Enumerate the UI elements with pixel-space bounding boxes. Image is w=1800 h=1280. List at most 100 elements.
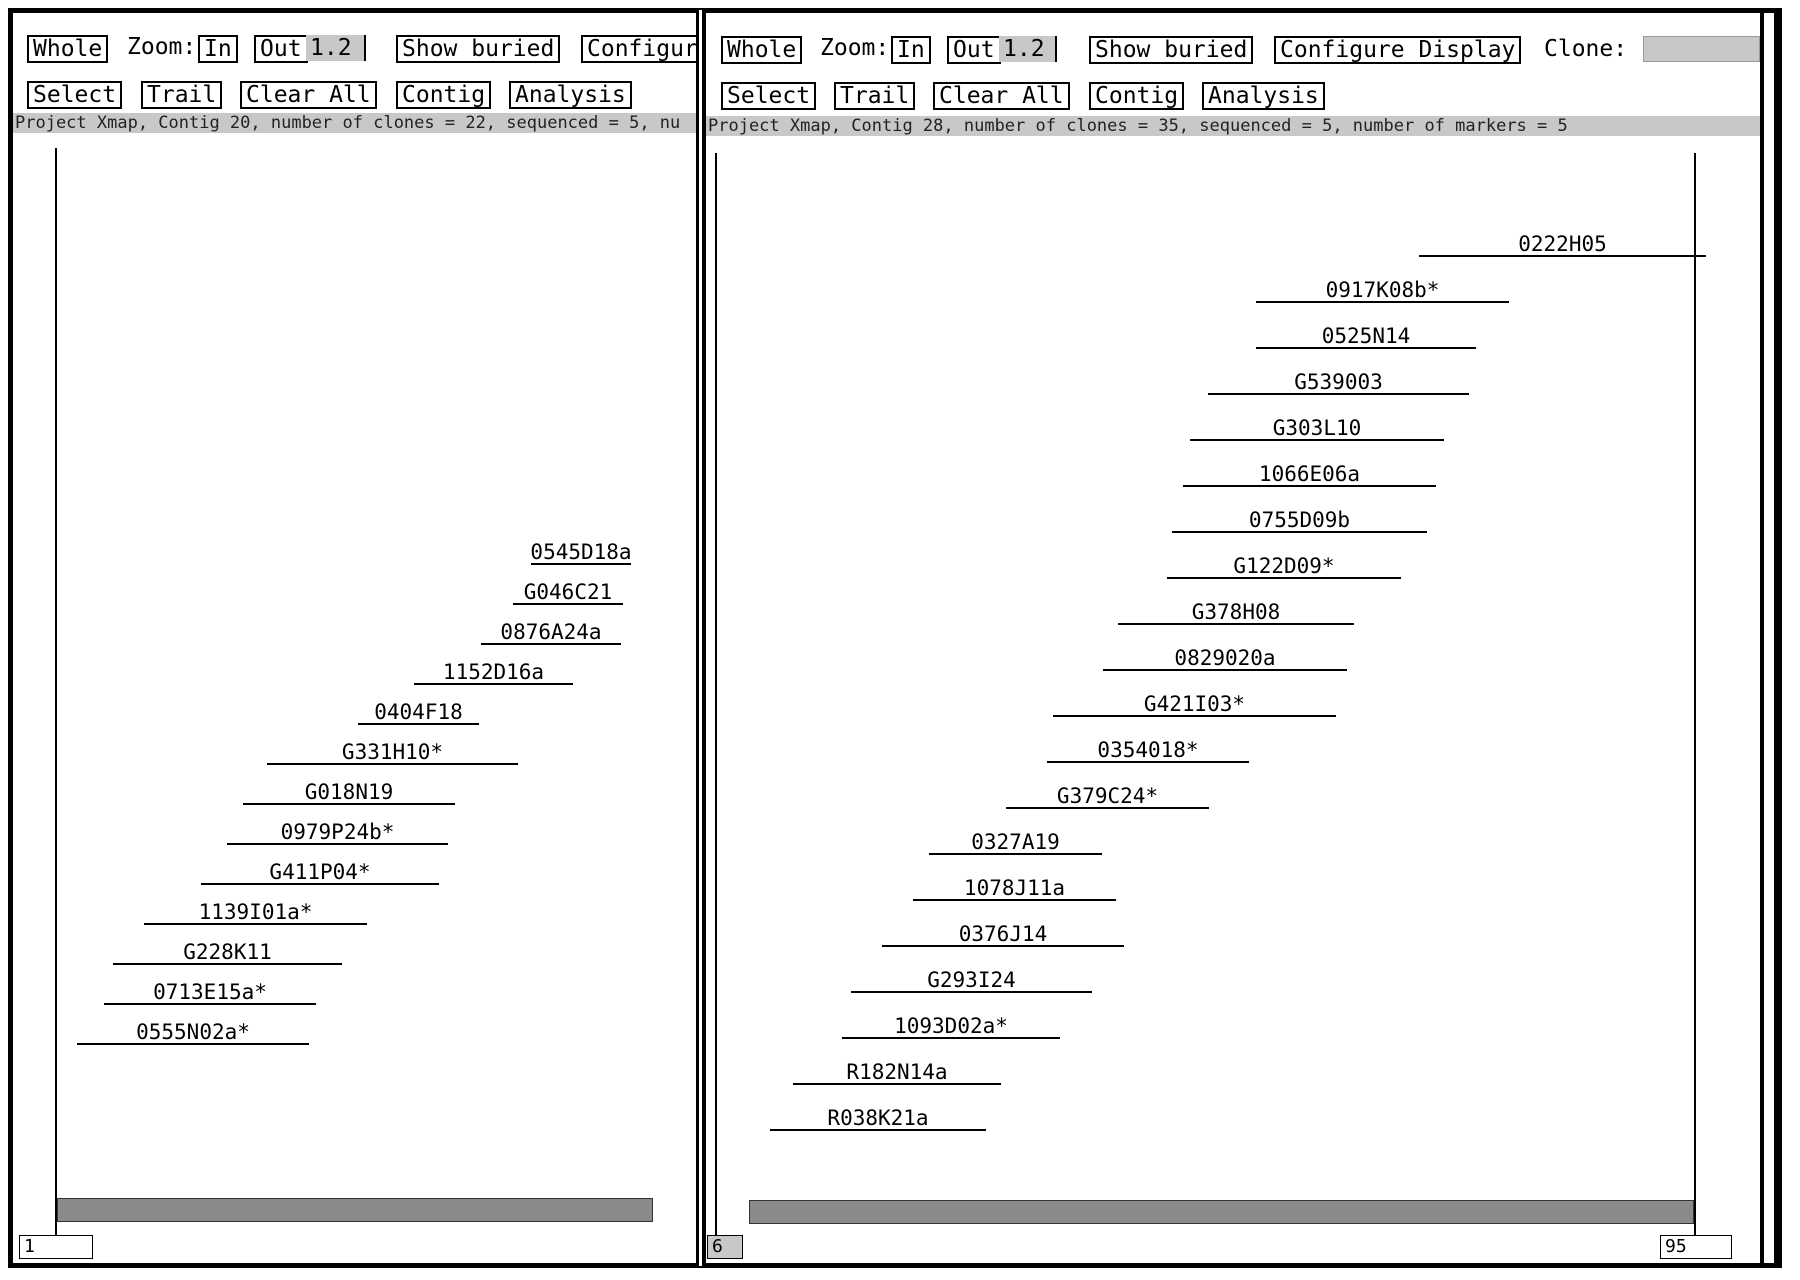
zoom-value-field[interactable]: 1.2 (306, 35, 366, 61)
clone-bar[interactable] (913, 899, 1116, 901)
clone-label[interactable]: 0354018* (1097, 738, 1199, 762)
clone-bar[interactable] (1006, 807, 1209, 809)
clone-label[interactable]: 0545D18a (530, 540, 632, 564)
clone-bar[interactable] (358, 723, 479, 725)
configure-display-button[interactable]: Configure Display (1274, 36, 1522, 64)
clone-bar[interactable] (842, 1037, 1060, 1039)
clone-bar[interactable] (243, 803, 455, 805)
start-position-field[interactable]: 6 (707, 1235, 743, 1259)
clone-label[interactable]: 0376J14 (958, 922, 1048, 946)
clone-label[interactable]: 0404F18 (374, 700, 463, 724)
whole-button[interactable]: Whole (27, 35, 109, 63)
clone-label[interactable]: G018N19 (304, 780, 394, 804)
zoom-in-button[interactable]: In (891, 36, 931, 64)
clone-label[interactable]: G379C24* (1056, 784, 1159, 808)
panel-divider-gap (699, 10, 702, 1266)
show-buried-button[interactable]: Show buried (396, 35, 561, 63)
clone-bar[interactable] (1256, 301, 1509, 303)
clone-bar[interactable] (929, 853, 1102, 855)
clone-bar[interactable] (513, 603, 623, 605)
clone-bar[interactable] (882, 945, 1124, 947)
clone-bar[interactable] (1172, 531, 1427, 533)
clone-bar[interactable] (267, 763, 518, 765)
clone-bar[interactable] (770, 1129, 986, 1131)
clone-bar[interactable] (1167, 577, 1401, 579)
clone-label[interactable]: 1093D02a* (894, 1014, 1008, 1038)
whole-button[interactable]: Whole (721, 36, 803, 64)
clone-bar[interactable] (201, 883, 439, 885)
clone-label[interactable]: G046C21 (523, 580, 613, 604)
clear-all-button[interactable]: Clear All (933, 82, 1070, 110)
clone-label: Clone: (1544, 36, 1628, 62)
clone-label[interactable]: G303L10 (1272, 416, 1362, 440)
clone-bar[interactable] (531, 563, 631, 565)
clone-bar[interactable] (1256, 347, 1476, 349)
clone-label[interactable]: G411P04* (269, 860, 371, 884)
clone-label[interactable]: 0713E15a* (153, 980, 267, 1004)
select-button[interactable]: Select (721, 82, 817, 110)
clear-all-button[interactable]: Clear All (240, 81, 377, 109)
contig-axis-left (715, 153, 717, 1243)
clone-label[interactable]: 1066E06a (1258, 462, 1361, 486)
trail-button[interactable]: Trail (141, 81, 223, 109)
clone-bar[interactable] (1053, 715, 1336, 717)
clone-bar[interactable] (1103, 669, 1347, 671)
show-buried-button[interactable]: Show buried (1089, 36, 1254, 64)
clone-label[interactable]: G539003 (1294, 370, 1383, 394)
clone-bar[interactable] (104, 1003, 316, 1005)
clone-bar[interactable] (227, 843, 448, 845)
clone-label[interactable]: 0327A19 (971, 830, 1060, 854)
left-contig-panel: Whole Zoom: In Out 1.2 Show buried Confi… (13, 13, 696, 1263)
analysis-button[interactable]: Analysis (509, 81, 632, 109)
clone-label[interactable]: 0979P24b* (280, 820, 395, 844)
clone-label[interactable]: R182N14a (846, 1060, 948, 1084)
clone-bar[interactable] (77, 1043, 309, 1045)
clone-label[interactable]: G421I03* (1143, 692, 1246, 716)
trail-button[interactable]: Trail (834, 82, 916, 110)
clone-label[interactable]: 0917K08b* (1325, 278, 1440, 302)
contig-status-bar: Project Xmap, Contig 28, number of clone… (706, 116, 1760, 136)
end-position-field[interactable]: 95 (1660, 1235, 1732, 1259)
clone-label[interactable]: 1152D16a (442, 660, 545, 684)
clone-label[interactable]: 0555N02a* (136, 1020, 250, 1044)
clone-bar[interactable] (414, 683, 573, 685)
clone-label[interactable]: G331H10* (341, 740, 444, 764)
clone-label[interactable]: 1139I01a* (198, 900, 313, 924)
clone-label[interactable]: 0829020a (1174, 646, 1276, 670)
zoom-out-button[interactable]: Out (947, 36, 1001, 64)
clone-bar[interactable] (1118, 623, 1354, 625)
clone-label[interactable]: G293I24 (927, 968, 1016, 992)
clone-bar[interactable] (481, 643, 621, 645)
clone-bar[interactable] (1190, 439, 1444, 441)
clone-label[interactable]: 0755D09b (1248, 508, 1351, 532)
contig-button[interactable]: Contig (1089, 82, 1185, 110)
horizontal-scrollbar[interactable] (749, 1200, 1694, 1224)
clone-bar[interactable] (1419, 255, 1706, 257)
clone-label[interactable]: 0525N14 (1321, 324, 1411, 348)
clone-bar[interactable] (144, 923, 367, 925)
zoom-value-field[interactable]: 1.2 (999, 36, 1057, 62)
clone-label[interactable]: G228K11 (183, 940, 272, 964)
clone-label[interactable]: R038K21a (827, 1106, 929, 1130)
clone-bar[interactable] (1047, 761, 1249, 763)
right-contig-panel: Whole Zoom: In Out 1.2 Show buried Confi… (706, 13, 1760, 1263)
horizontal-scrollbar[interactable] (57, 1198, 653, 1222)
clone-bar[interactable] (113, 963, 342, 965)
start-position-field[interactable]: 1 (19, 1235, 93, 1259)
clone-bar[interactable] (1208, 393, 1469, 395)
clone-label[interactable]: 0876A24a (500, 620, 602, 644)
configure-display-button[interactable]: Configur (581, 35, 696, 63)
clone-bar[interactable] (1183, 485, 1436, 487)
zoom-in-button[interactable]: In (198, 35, 238, 63)
clone-label[interactable]: G378H08 (1191, 600, 1281, 624)
select-button[interactable]: Select (27, 81, 123, 109)
contig-button[interactable]: Contig (396, 81, 492, 109)
clone-bar[interactable] (793, 1083, 1001, 1085)
clone-label[interactable]: 1078J11a (963, 876, 1066, 900)
clone-label[interactable]: 0222H05 (1518, 232, 1607, 256)
clone-bar[interactable] (851, 991, 1092, 993)
clone-search-input[interactable] (1643, 36, 1760, 62)
analysis-button[interactable]: Analysis (1202, 82, 1325, 110)
zoom-out-button[interactable]: Out (254, 35, 308, 63)
clone-label[interactable]: G122D09* (1233, 554, 1335, 578)
